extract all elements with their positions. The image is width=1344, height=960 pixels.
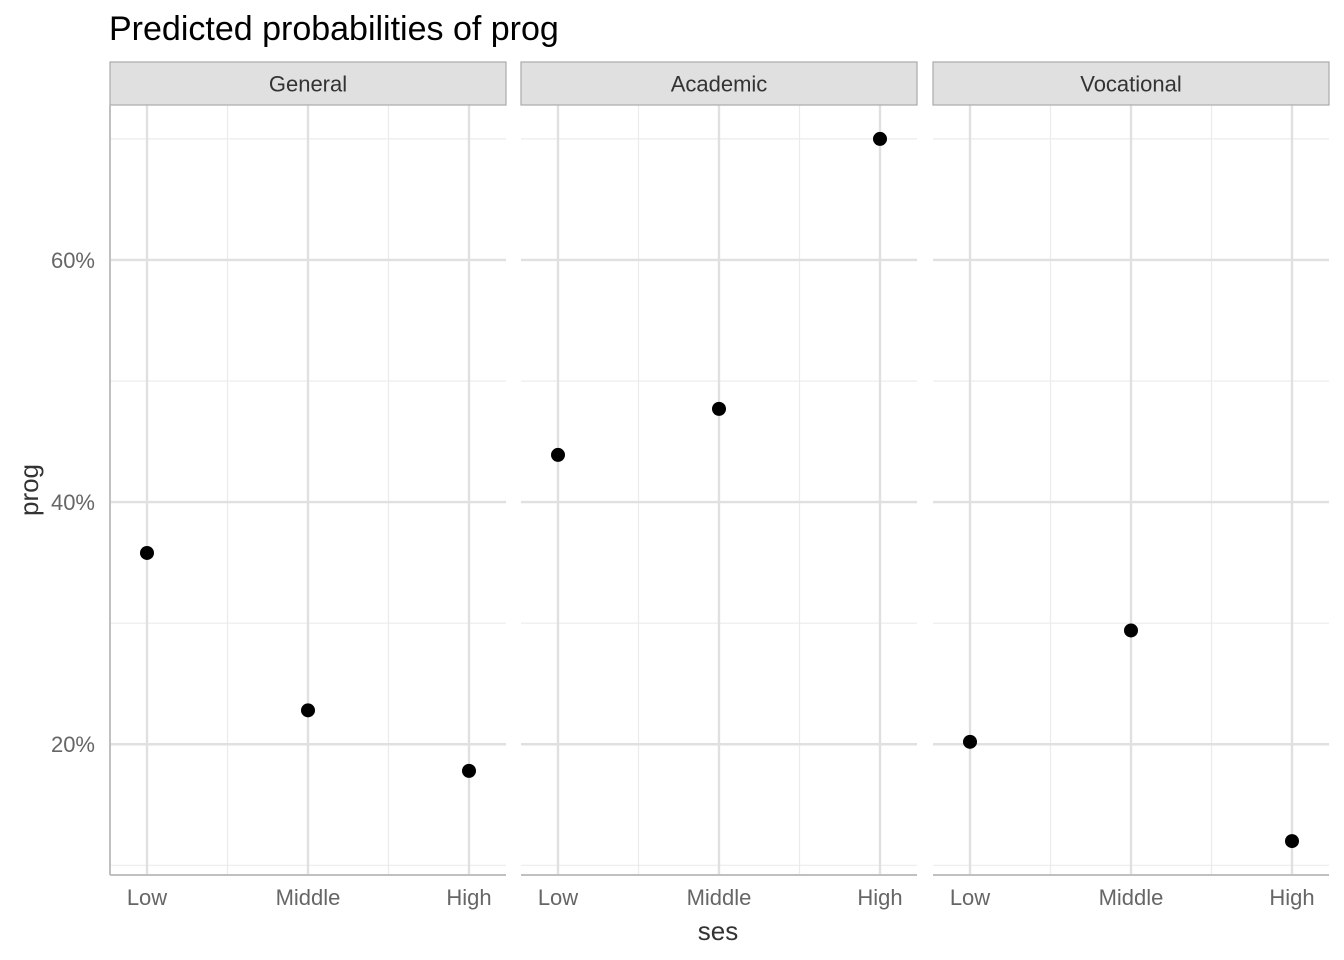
- facet-strip-label: General: [269, 72, 347, 97]
- data-point: [462, 763, 476, 778]
- x-axis-title: ses: [698, 916, 738, 946]
- facet-strip: [932, 61, 1330, 106]
- data-point: [712, 401, 726, 416]
- x-tick-label: Low: [127, 885, 167, 910]
- x-tick-label: Middle: [276, 885, 341, 910]
- facet-panel-general: General Low Middle High: [109, 61, 507, 910]
- data-point: [140, 545, 154, 560]
- x-tick-label: High: [446, 885, 491, 910]
- data-point: [1285, 834, 1299, 849]
- x-tick-label: Low: [950, 885, 990, 910]
- x-tick-label: Middle: [1099, 885, 1164, 910]
- x-tick-label: Middle: [687, 885, 752, 910]
- data-point: [963, 734, 977, 749]
- y-axis: 20% 40% 60%: [51, 105, 111, 875]
- y-tick-label: 20%: [51, 732, 95, 757]
- y-tick-label: 40%: [51, 490, 95, 515]
- chart-title: Predicted probabilities of prog: [109, 10, 559, 48]
- facet-strip: [520, 61, 918, 106]
- facet-panels: General Low Middle High Academic Low Middle Hig…: [109, 61, 1330, 910]
- facet-panel-vocational: Vocational Low Middle High: [932, 61, 1330, 910]
- x-tick-label: High: [1269, 885, 1314, 910]
- data-point: [301, 703, 315, 718]
- x-tick-label: High: [857, 885, 902, 910]
- facet-panel-academic: Academic Low Middle High: [520, 61, 918, 910]
- facet-strip-label: Vocational: [1080, 72, 1182, 97]
- data-point: [551, 447, 565, 462]
- y-tick-label: 60%: [51, 248, 95, 273]
- x-tick-label: Low: [538, 885, 578, 910]
- data-point: [1124, 623, 1138, 638]
- facet-strip-label: Academic: [671, 72, 768, 97]
- facet-strip: [109, 61, 507, 106]
- y-axis-title: prog: [14, 464, 44, 516]
- data-point: [873, 131, 887, 146]
